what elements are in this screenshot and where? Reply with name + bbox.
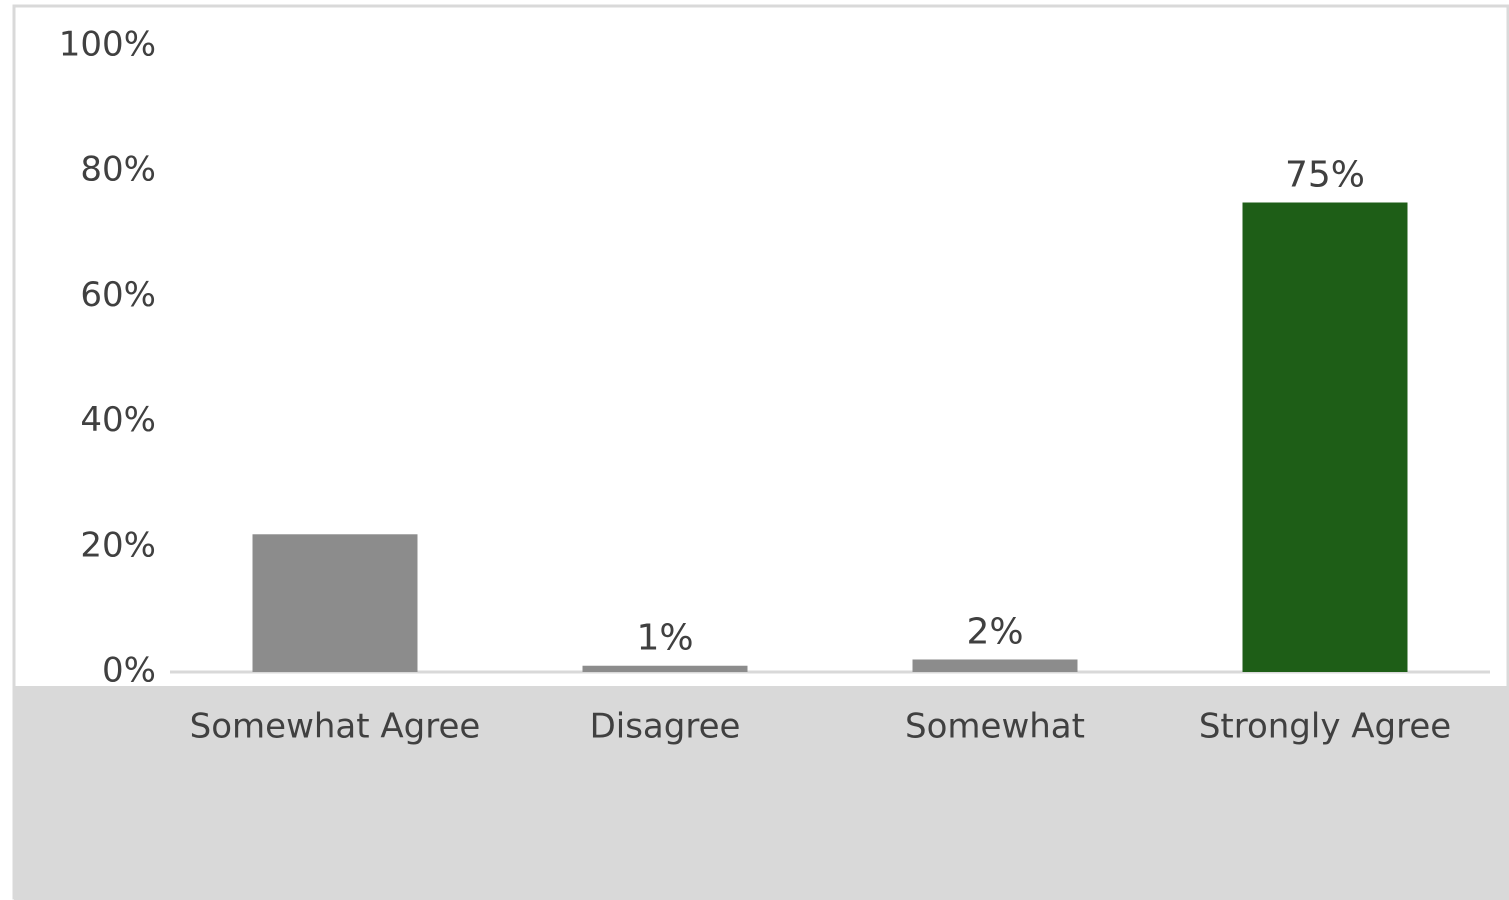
bar (912, 659, 1078, 672)
bar (1242, 202, 1408, 672)
x-tick-label: Somewhat Agree (190, 707, 481, 747)
y-tick-label: 80% (80, 150, 156, 190)
data-label: 2% (966, 611, 1023, 652)
data-label: 75% (1285, 155, 1365, 196)
y-tick-label: 20% (80, 525, 156, 565)
bar (582, 665, 748, 672)
x-tick-label: Strongly Agree (1199, 707, 1451, 747)
y-tick-label: 100% (59, 25, 156, 65)
y-tick-label: 0% (102, 651, 156, 691)
x-tick-label: Disagree (590, 707, 741, 747)
category-band (14, 686, 1509, 900)
y-tick-label: 40% (80, 400, 156, 440)
x-tick-label: Somewhat (905, 707, 1085, 747)
data-label: 1% (636, 618, 693, 659)
bar (252, 534, 418, 672)
y-tick-label: 60% (80, 275, 156, 315)
